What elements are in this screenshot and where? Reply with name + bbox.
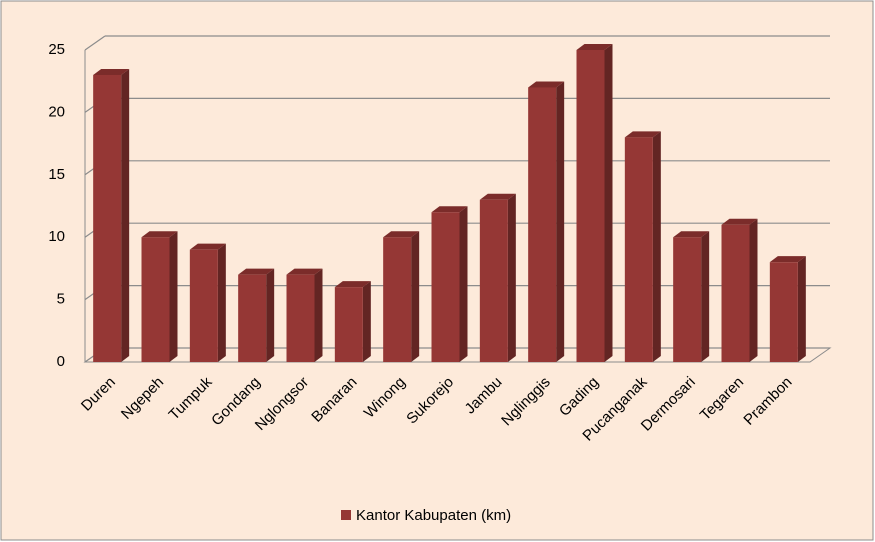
y-tick-label: 5 xyxy=(57,291,65,308)
y-tick-label: 25 xyxy=(48,41,65,58)
bar-top xyxy=(479,193,516,200)
bar-top xyxy=(721,218,758,225)
bar-top xyxy=(238,268,275,275)
bar-side xyxy=(459,206,468,362)
bar-top xyxy=(673,231,710,238)
bar-side xyxy=(507,193,516,362)
bar-top xyxy=(383,231,420,238)
bar xyxy=(383,237,412,362)
bar xyxy=(673,237,702,362)
bar-side xyxy=(701,231,710,362)
bar-top xyxy=(286,268,323,275)
bar xyxy=(576,50,605,362)
y-tick-label: 10 xyxy=(48,228,65,245)
legend-swatch xyxy=(341,510,351,520)
legend-label: Kantor Kabupaten (km) xyxy=(356,507,511,524)
bar-side xyxy=(121,68,130,363)
bar xyxy=(769,262,798,362)
y-tick-label: 20 xyxy=(48,103,65,120)
bar-side xyxy=(362,281,371,362)
bar xyxy=(93,74,122,363)
bar xyxy=(528,87,557,362)
bar-top xyxy=(576,44,613,50)
y-tick-label: 0 xyxy=(57,353,65,370)
grid-line-side xyxy=(84,35,106,51)
bar-side xyxy=(652,131,661,362)
bar-top xyxy=(334,281,371,288)
bar xyxy=(334,287,363,362)
bar-side xyxy=(169,231,178,362)
bar-side xyxy=(556,81,565,362)
bar xyxy=(624,137,653,362)
bar xyxy=(431,212,460,362)
bar-top xyxy=(189,243,226,250)
bar-top xyxy=(624,131,661,138)
bar-side xyxy=(266,268,275,362)
bar-side xyxy=(797,256,806,362)
bar-side xyxy=(604,44,613,362)
bar-side xyxy=(749,218,758,362)
bar-side xyxy=(314,268,323,362)
bar-top xyxy=(769,256,806,263)
bar-side xyxy=(217,243,226,362)
bar xyxy=(721,224,750,362)
bar-top xyxy=(528,81,565,88)
bar xyxy=(479,199,508,362)
bar xyxy=(189,249,218,362)
bar-side xyxy=(411,231,420,362)
bar xyxy=(141,237,170,362)
bar xyxy=(238,274,267,362)
y-tick-label: 15 xyxy=(48,166,65,183)
bar-top xyxy=(141,231,178,238)
bar-top xyxy=(431,206,468,213)
bar-top xyxy=(93,68,130,75)
bar xyxy=(286,274,315,362)
